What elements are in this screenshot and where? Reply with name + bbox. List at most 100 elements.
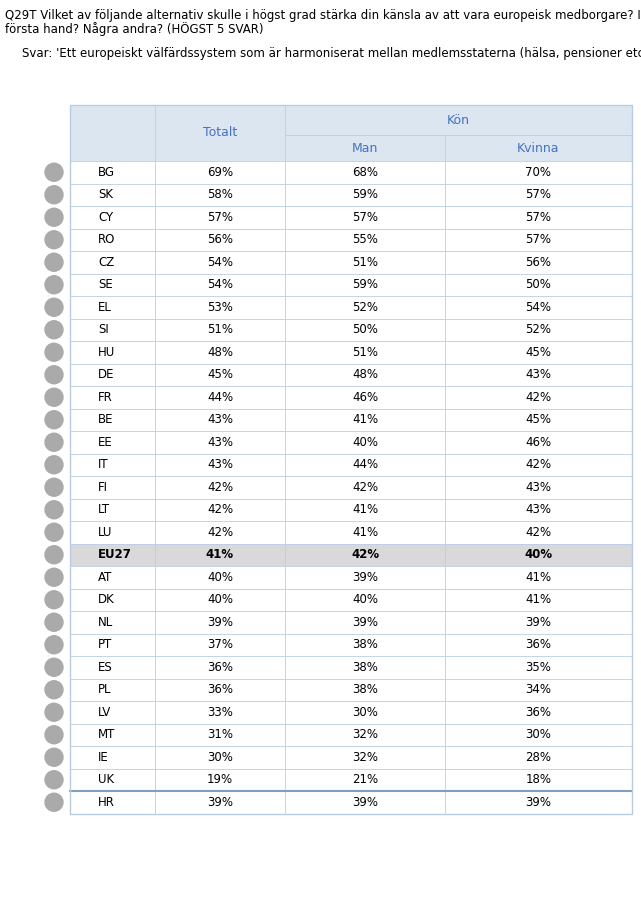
Bar <box>70 184 155 206</box>
Bar <box>445 184 632 206</box>
Bar <box>285 611 445 634</box>
Bar <box>285 206 445 228</box>
Bar <box>155 611 285 634</box>
Text: 18%: 18% <box>526 774 551 786</box>
Bar <box>155 386 285 408</box>
Bar <box>445 701 632 724</box>
Circle shape <box>45 455 63 474</box>
Text: 52%: 52% <box>352 301 378 314</box>
Text: 42%: 42% <box>526 391 551 404</box>
Bar <box>70 701 155 724</box>
Text: 41%: 41% <box>526 594 551 606</box>
Text: 51%: 51% <box>207 324 233 336</box>
Bar <box>285 634 445 656</box>
Bar <box>155 105 285 161</box>
Bar <box>445 768 632 791</box>
Bar <box>285 566 445 588</box>
Bar <box>155 206 285 228</box>
Text: 48%: 48% <box>352 368 378 381</box>
Circle shape <box>45 771 63 789</box>
Text: 46%: 46% <box>352 391 378 404</box>
Text: 40%: 40% <box>352 594 378 606</box>
Text: 39%: 39% <box>207 795 233 809</box>
Bar <box>285 341 445 364</box>
Circle shape <box>45 501 63 519</box>
Bar <box>155 701 285 724</box>
Text: BE: BE <box>98 414 113 426</box>
Text: Q29T Vilket av följande alternativ skulle i högst grad stärka din känsla av att : Q29T Vilket av följande alternativ skull… <box>5 9 641 22</box>
Bar <box>70 588 155 611</box>
Circle shape <box>45 411 63 429</box>
Text: HR: HR <box>98 795 115 809</box>
Text: IE: IE <box>98 751 109 764</box>
Bar <box>155 566 285 588</box>
Text: 39%: 39% <box>352 615 378 629</box>
Circle shape <box>45 164 63 181</box>
Text: 36%: 36% <box>526 638 551 651</box>
Circle shape <box>45 185 63 204</box>
Text: 46%: 46% <box>526 435 551 449</box>
Text: NL: NL <box>98 615 113 629</box>
Text: 57%: 57% <box>526 211 551 224</box>
Text: 55%: 55% <box>352 234 378 246</box>
Text: 35%: 35% <box>526 661 551 674</box>
Bar <box>445 678 632 701</box>
Text: 57%: 57% <box>352 211 378 224</box>
Bar <box>155 746 285 768</box>
Text: 59%: 59% <box>352 188 378 201</box>
Text: DK: DK <box>98 594 115 606</box>
Text: EE: EE <box>98 435 113 449</box>
Bar <box>445 318 632 341</box>
Circle shape <box>45 748 63 766</box>
Circle shape <box>45 681 63 699</box>
Circle shape <box>45 635 63 654</box>
Bar <box>70 634 155 656</box>
Bar <box>155 228 285 251</box>
Text: SE: SE <box>98 278 113 291</box>
Bar <box>445 498 632 521</box>
Text: 50%: 50% <box>526 278 551 291</box>
Circle shape <box>45 365 63 384</box>
Bar <box>155 544 285 566</box>
Bar <box>285 588 445 611</box>
Circle shape <box>45 614 63 631</box>
Bar <box>70 454 155 476</box>
Bar <box>155 184 285 206</box>
Text: 33%: 33% <box>207 705 233 719</box>
Bar <box>70 791 155 814</box>
Text: 42%: 42% <box>526 525 551 539</box>
Text: 43%: 43% <box>526 504 551 516</box>
Bar <box>285 408 445 431</box>
Bar <box>285 746 445 768</box>
Text: 39%: 39% <box>352 795 378 809</box>
Text: ES: ES <box>98 661 113 674</box>
Bar <box>70 724 155 746</box>
Text: 36%: 36% <box>526 705 551 719</box>
Bar <box>70 431 155 454</box>
Bar <box>445 656 632 678</box>
Text: 42%: 42% <box>351 548 379 561</box>
Bar <box>155 656 285 678</box>
Text: 53%: 53% <box>207 301 233 314</box>
Circle shape <box>45 545 63 564</box>
Text: 38%: 38% <box>352 661 378 674</box>
Text: 41%: 41% <box>352 525 378 539</box>
Bar <box>285 431 445 454</box>
Text: SI: SI <box>98 324 109 336</box>
Text: 42%: 42% <box>207 481 233 494</box>
Bar <box>445 251 632 274</box>
Bar <box>155 634 285 656</box>
Bar <box>285 498 445 521</box>
Bar <box>445 228 632 251</box>
Bar <box>445 588 632 611</box>
Text: CZ: CZ <box>98 255 114 269</box>
Text: 41%: 41% <box>352 504 378 516</box>
Circle shape <box>45 434 63 451</box>
Text: 21%: 21% <box>352 774 378 786</box>
Bar <box>70 656 155 678</box>
Circle shape <box>45 725 63 744</box>
Text: 30%: 30% <box>207 751 233 764</box>
Circle shape <box>45 275 63 294</box>
Text: 70%: 70% <box>526 165 551 179</box>
Text: 37%: 37% <box>207 638 233 651</box>
